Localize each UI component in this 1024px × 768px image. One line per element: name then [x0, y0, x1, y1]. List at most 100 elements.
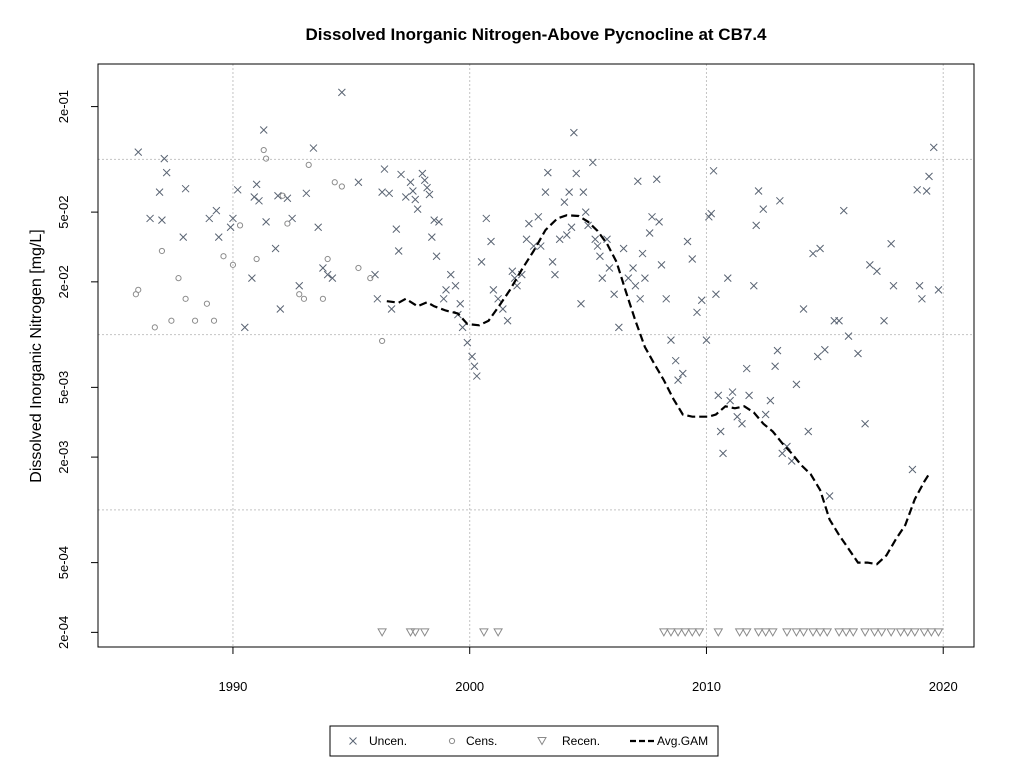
- point-uncen-46: [409, 187, 417, 195]
- y-tick-label-2: 2e-03: [56, 440, 71, 473]
- point-uncen-137: [719, 449, 727, 458]
- point-uncen-133: [709, 166, 718, 175]
- point-uncen-30: [319, 264, 327, 272]
- point-uncen-89: [560, 198, 569, 206]
- point-uncen-138: [723, 274, 732, 282]
- point-uncen-119: [655, 217, 663, 226]
- point-cens-19: [300, 295, 308, 302]
- y-tick-label-5: 5e-02: [56, 195, 71, 228]
- point-uncen-175: [889, 281, 898, 290]
- point-recen-35: [926, 628, 937, 637]
- point-recen-26: [848, 628, 859, 637]
- point-uncen-141: [733, 412, 742, 421]
- point-uncen-64: [463, 338, 472, 347]
- point-recen-24: [834, 628, 844, 637]
- point-uncen-110: [629, 264, 637, 272]
- y-tick-label-4: 2e-02: [56, 265, 71, 298]
- point-uncen-22: [274, 191, 282, 200]
- point-uncen-96: [579, 188, 588, 196]
- point-recen-7: [666, 628, 676, 637]
- point-uncen-18: [255, 196, 263, 205]
- point-uncen-125: [678, 369, 687, 378]
- point-uncen-13: [233, 185, 242, 194]
- point-uncen-93: [570, 128, 578, 137]
- point-uncen-38: [380, 165, 389, 173]
- point-uncen-107: [615, 323, 623, 332]
- point-uncen-39: [385, 189, 394, 198]
- point-uncen-153: [776, 196, 784, 205]
- point-uncen-28: [309, 144, 318, 152]
- point-uncen-114: [638, 249, 647, 258]
- point-uncen-15: [248, 274, 256, 282]
- point-uncen-132: [707, 209, 716, 218]
- point-recen-33: [909, 628, 920, 637]
- point-uncen-85: [543, 168, 552, 177]
- point-uncen-97: [581, 208, 590, 216]
- x-tick-label-1: 2000: [455, 679, 484, 694]
- point-recen-17: [767, 628, 778, 637]
- point-uncen-171: [865, 261, 874, 269]
- point-uncen-84: [541, 188, 550, 196]
- point-uncen-7: [181, 184, 190, 193]
- point-uncen-169: [854, 349, 862, 358]
- point-uncen-86: [548, 258, 557, 266]
- point-uncen-136: [716, 427, 725, 436]
- point-uncen-176: [908, 465, 917, 474]
- point-recen-13: [734, 628, 745, 637]
- point-uncen-155: [783, 442, 791, 451]
- grid: [98, 64, 974, 647]
- point-uncen-101: [593, 242, 602, 250]
- y-axis-label: Dissolved Inorganic Nitrogen [mg/L]: [28, 229, 45, 482]
- point-recen-18: [782, 628, 792, 637]
- point-uncen-180: [922, 187, 931, 195]
- point-cens-7: [191, 317, 199, 324]
- point-uncen-36: [373, 294, 382, 303]
- chart-title: Dissolved Inorganic Nitrogen-Above Pycno…: [306, 25, 768, 44]
- point-uncen-19: [259, 126, 268, 134]
- point-uncen-16: [250, 193, 259, 201]
- point-uncen-161: [813, 352, 822, 361]
- point-uncen-170: [861, 419, 869, 428]
- point-uncen-166: [835, 316, 843, 325]
- point-uncen-111: [631, 281, 640, 290]
- point-uncen-73: [499, 305, 507, 313]
- point-recen-30: [886, 628, 896, 637]
- point-uncen-52: [425, 190, 434, 199]
- point-cens-24: [338, 183, 345, 190]
- point-uncen-168: [844, 332, 853, 340]
- point-uncen-72: [494, 294, 502, 303]
- point-uncen-134: [712, 290, 720, 299]
- point-recen-21: [808, 628, 818, 637]
- point-cens-1: [135, 286, 142, 293]
- point-uncen-99: [588, 158, 597, 167]
- point-uncen-164: [825, 492, 834, 500]
- point-uncen-147: [754, 187, 763, 195]
- point-uncen-150: [766, 396, 775, 405]
- data-layer: [132, 88, 944, 637]
- point-uncen-128: [693, 308, 701, 317]
- point-cens-5: [175, 275, 182, 282]
- point-uncen-79: [522, 235, 531, 244]
- point-recen-6: [658, 628, 669, 637]
- point-uncen-121: [662, 294, 671, 303]
- point-uncen-100: [591, 235, 600, 244]
- point-uncen-40: [387, 305, 396, 313]
- point-uncen-105: [605, 264, 614, 272]
- point-uncen-177: [913, 185, 922, 194]
- point-uncen-8: [205, 214, 214, 223]
- point-cens-23: [331, 179, 338, 186]
- point-uncen-75: [508, 267, 517, 276]
- point-uncen-37: [378, 188, 386, 196]
- point-recen-19: [791, 628, 802, 637]
- point-recen-27: [860, 628, 870, 637]
- point-cens-22: [324, 255, 331, 263]
- point-uncen-120: [657, 261, 666, 269]
- point-uncen-126: [683, 237, 692, 246]
- point-recen-16: [760, 628, 771, 637]
- point-uncen-34: [354, 178, 363, 187]
- point-cens-18: [296, 291, 303, 298]
- point-recen-28: [869, 628, 880, 637]
- point-uncen-156: [787, 457, 796, 465]
- point-uncen-68: [477, 258, 486, 266]
